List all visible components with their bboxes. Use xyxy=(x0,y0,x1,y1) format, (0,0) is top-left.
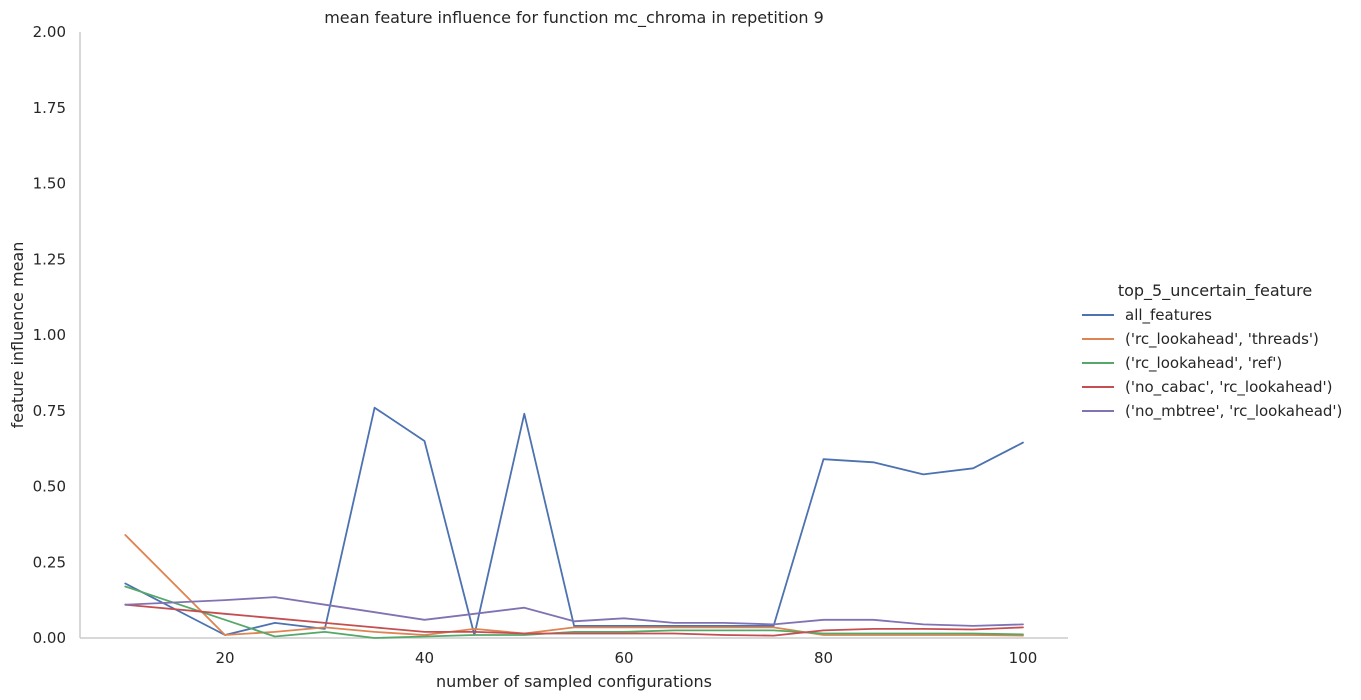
series-line-1 xyxy=(124,406,1024,636)
y-tick-label: 0.75 xyxy=(33,402,66,420)
y-axis-label: feature influence mean xyxy=(8,242,27,429)
legend-entry: ('no_cabac', 'rc_lookahead') xyxy=(1125,378,1333,397)
y-tick-label: 0.25 xyxy=(33,553,66,571)
x-tick-label: 20 xyxy=(215,649,234,667)
chart-title: mean feature influence for function mc_c… xyxy=(324,8,824,28)
legend-entry: ('rc_lookahead', 'threads') xyxy=(1125,330,1319,349)
y-ticks: 0.00 0.25 0.50 0.75 1.00 1.25 1.50 1.75 2.00 xyxy=(33,23,66,647)
y-tick-label: 1.25 xyxy=(33,250,66,268)
series-line-3 xyxy=(124,585,1024,639)
legend-entry: ('rc_lookahead', 'ref') xyxy=(1125,354,1282,373)
x-tick-label: 100 xyxy=(1009,649,1038,667)
y-tick-label: 2.00 xyxy=(33,23,66,41)
y-tick-label: 0.50 xyxy=(33,478,66,496)
legend-entry: all_features xyxy=(1125,306,1212,325)
x-axis-label: number of sampled configurations xyxy=(436,672,712,691)
x-tick-label: 40 xyxy=(415,649,434,667)
y-tick-label: 1.75 xyxy=(33,99,66,117)
series-line-5 xyxy=(124,596,1024,627)
x-tick-label: 80 xyxy=(814,649,833,667)
y-tick-label: 0.00 xyxy=(33,629,66,647)
series-line-4 xyxy=(124,603,1024,637)
y-tick-label: 1.00 xyxy=(33,326,66,344)
legend: top_5_uncertain_feature all_features ('rc… xyxy=(1082,281,1342,421)
legend-items: all_features ('rc_lookahead', 'threads') (… xyxy=(1082,306,1342,421)
series-line-2 xyxy=(124,534,1024,637)
legend-entry: ('no_mbtree', 'rc_lookahead') xyxy=(1125,402,1342,421)
y-tick-label: 1.50 xyxy=(33,175,66,193)
axes: 0.00 0.25 0.50 0.75 1.00 1.25 1.50 1.75 2.00 20 4… xyxy=(33,23,1068,667)
legend-title: top_5_uncertain_feature xyxy=(1118,281,1312,301)
x-tick-label: 60 xyxy=(614,649,633,667)
x-ticks: 20 40 60 80 100 xyxy=(215,649,1037,667)
series-lines xyxy=(124,406,1024,639)
